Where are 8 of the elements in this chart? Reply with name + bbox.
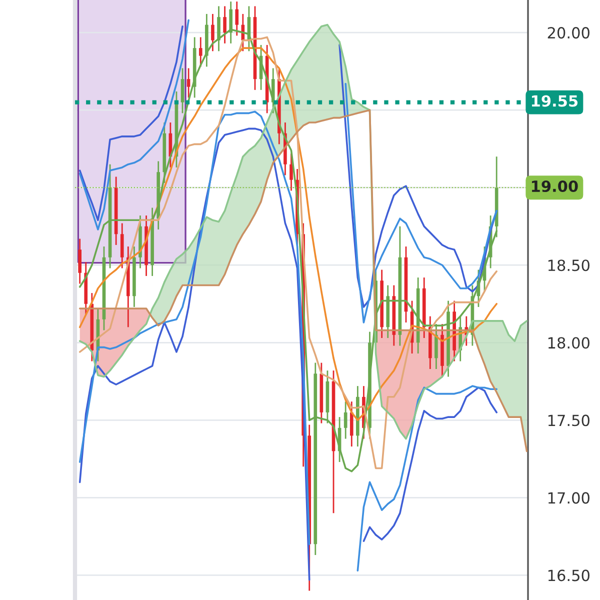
y-tick-label: 20.00 (548, 27, 590, 39)
y-tick-label: 18.00 (548, 337, 590, 349)
y-tick-label: 16.50 (548, 570, 590, 582)
y-tick-label: 18.50 (548, 260, 590, 272)
y-tick-label: 17.50 (548, 414, 590, 426)
y-tick-label: 17.00 (548, 492, 590, 504)
ref-line-label: 19.55 (532, 95, 578, 107)
ref-line-label: 19.00 (532, 180, 578, 192)
